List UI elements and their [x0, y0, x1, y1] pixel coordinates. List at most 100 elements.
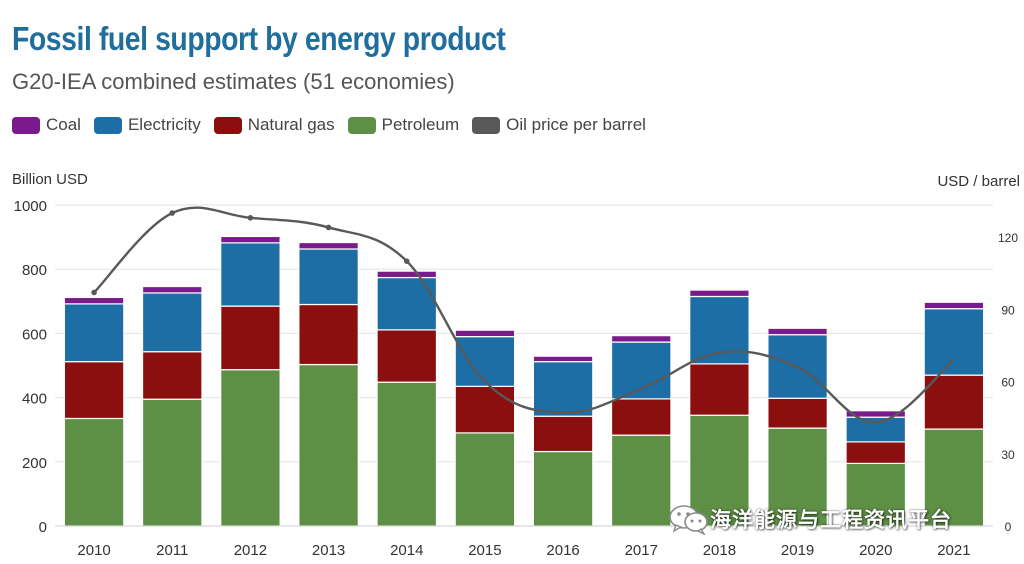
oil-price-point: [325, 224, 332, 231]
bar-petroleum: [845, 462, 907, 527]
x-tick-label: 2018: [703, 542, 736, 559]
chart-title: Fossil fuel support by energy product: [12, 20, 506, 57]
y2-tick-label: 60: [1001, 376, 1015, 390]
bar-electricity: [376, 276, 438, 331]
watermark: 海洋能源与工程资讯平台: [668, 503, 952, 535]
y2-tick-label: 120: [998, 231, 1018, 245]
x-tick-label: 2015: [468, 542, 501, 559]
oil-price-point: [169, 210, 176, 216]
bar-petroleum: [689, 414, 750, 527]
bar-natural-gas: [376, 329, 438, 383]
bar-petroleum: [923, 428, 985, 527]
legend: Coal Electricity Natural gas Petroleum O…: [12, 114, 659, 136]
bar-natural-gas: [689, 363, 750, 416]
wechat-icon: [669, 505, 708, 535]
bar-natural-gas: [767, 397, 828, 429]
bar-natural-gas: [141, 351, 203, 400]
x-tick-label: 2017: [625, 542, 658, 559]
oil-price-path: [93, 206, 955, 424]
bar-petroleum: [63, 417, 125, 527]
x-tick-label: 2011: [156, 542, 188, 559]
bar-electricity: [532, 361, 594, 417]
legend-item-oil-price[interactable]: Oil price per barrel: [472, 115, 646, 135]
y-tick-label: 200: [22, 455, 47, 472]
axes: 0 200 400 600 800 1000 0 30 60 90 120 2010 2011 2012 2…: [14, 198, 1019, 559]
bar-electricity: [923, 308, 985, 376]
bar-natural-gas: [298, 303, 359, 366]
legend-item-natural-gas[interactable]: Natural gas: [213, 115, 335, 135]
bar-petroleum: [532, 450, 594, 527]
bar-electricity: [610, 341, 672, 400]
bar-electricity: [141, 292, 203, 353]
bar-petroleum: [454, 432, 516, 527]
bar-electricity: [454, 336, 516, 387]
bar-natural-gas: [220, 305, 281, 371]
bar-electricity: [63, 303, 125, 363]
y-tick-label: 0: [39, 519, 47, 536]
bar-coal: [845, 410, 907, 418]
y-axis-title: Billion USD: [12, 171, 88, 188]
x-tick-label: 2010: [77, 542, 110, 559]
bar-coal: [454, 329, 516, 338]
legend-label: Natural gas: [247, 115, 335, 134]
legend-swatch-oil-price: [472, 116, 501, 134]
legend-swatch-natural-gas: [213, 116, 242, 134]
y2-tick-label: 30: [1001, 448, 1015, 462]
x-tick-label: 2012: [234, 542, 267, 559]
bar-electricity: [845, 416, 907, 443]
legend-swatch-petroleum: [347, 116, 376, 134]
x-tick-label: 2019: [781, 542, 814, 559]
bar-petroleum: [610, 434, 672, 527]
legend-item-coal[interactable]: Coal: [12, 115, 81, 135]
legend-label: Oil price per barrel: [506, 115, 646, 134]
oil-price-point: [403, 258, 410, 264]
oil-price-line: [91, 206, 955, 424]
bar-natural-gas: [63, 361, 125, 420]
bar-coal: [298, 241, 359, 250]
gridlines: [55, 204, 993, 463]
x-tick-label: 2016: [546, 542, 579, 559]
legend-item-electricity[interactable]: Electricity: [93, 115, 201, 135]
bar-electricity: [220, 242, 281, 307]
bar-natural-gas: [532, 415, 594, 453]
legend-swatch-electricity: [93, 116, 122, 134]
oil-price-point: [247, 215, 254, 221]
y-tick-label: 600: [22, 326, 47, 343]
bar-petroleum: [298, 363, 359, 527]
bar-coal: [610, 335, 672, 343]
bars: [63, 235, 985, 527]
oil-price-point: [91, 289, 97, 296]
legend-label: Petroleum: [381, 115, 460, 134]
bar-coal: [220, 235, 281, 244]
y-tick-label: 800: [22, 262, 47, 279]
bar-electricity: [298, 248, 359, 306]
bar-coal: [376, 270, 438, 279]
y2-axis-title: USD / barrel: [937, 173, 1020, 190]
x-tick-label: 2021: [937, 542, 970, 559]
chart-subtitle: G20-IEA combined estimates (51 economies…: [12, 69, 455, 94]
bar-natural-gas: [845, 441, 907, 465]
legend-item-petroleum[interactable]: Petroleum: [347, 115, 460, 135]
legend-label: Electricity: [127, 115, 201, 134]
y2-tick-label: 90: [1001, 303, 1015, 317]
x-tick-label: 2013: [312, 542, 345, 559]
bar-coal: [532, 355, 594, 363]
bar-petroleum: [220, 369, 281, 527]
bar-natural-gas: [610, 398, 672, 436]
bar-coal: [141, 285, 203, 294]
bar-coal: [767, 327, 828, 336]
bar-natural-gas: [923, 374, 985, 430]
x-tick-label: 2020: [859, 542, 892, 559]
bar-natural-gas: [454, 385, 516, 434]
watermark-text: 海洋能源与工程资讯平台: [710, 509, 952, 532]
y-tick-label: 1000: [14, 198, 47, 215]
legend-label: Coal: [46, 115, 81, 134]
bar-coal: [689, 289, 750, 298]
bar-coal: [923, 301, 985, 310]
legend-swatch-coal: [12, 116, 40, 134]
bar-coal: [63, 296, 125, 305]
y-tick-label: 400: [22, 391, 47, 408]
bar-petroleum: [767, 427, 828, 527]
bar-petroleum: [376, 381, 438, 527]
